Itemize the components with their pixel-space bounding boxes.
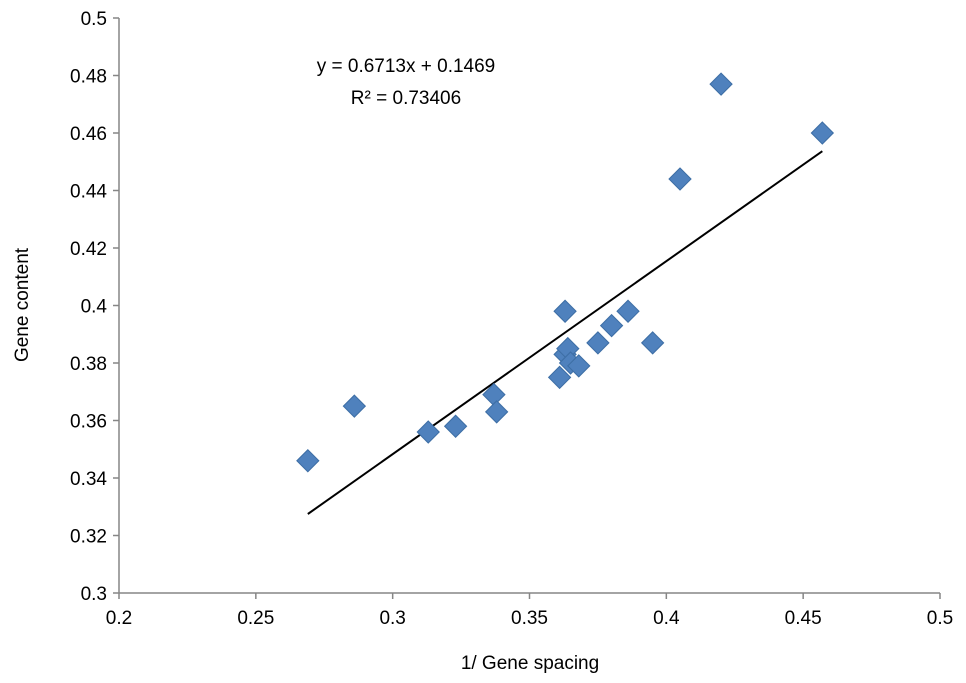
trendline-equation: y = 0.6713x + 0.1469	[317, 56, 496, 77]
y-tick-label: 0.42	[70, 239, 107, 260]
y-tick-label: 0.34	[70, 469, 107, 490]
data-point	[553, 299, 577, 323]
y-tick-label: 0.48	[70, 67, 107, 88]
x-tick-label: 0.45	[785, 608, 822, 629]
x-tick-label: 0.2	[106, 608, 132, 629]
data-point	[668, 167, 692, 191]
data-point	[709, 72, 733, 96]
trendline-group	[307, 150, 823, 515]
y-tick-label: 0.32	[70, 527, 107, 548]
data-point	[342, 394, 367, 418]
y-tick-label: 0.4	[81, 297, 108, 318]
x-tick-label: 0.3	[379, 608, 405, 629]
x-axis-title: 1/ Gene spacing	[461, 653, 599, 674]
x-tick-label: 0.5	[927, 608, 953, 629]
data-point	[547, 365, 572, 390]
data-point	[810, 121, 835, 145]
x-tick-label: 0.25	[237, 608, 274, 629]
axes	[118, 18, 940, 594]
data-point	[443, 414, 468, 438]
y-axis-ticks: 0.3 0.32 0.34 0.36 0.38 0.4 0.42 0.44 0.46 0.48 0.…	[70, 9, 119, 605]
data-point	[567, 354, 591, 378]
y-tick-label: 0.44	[70, 182, 107, 203]
trendline	[307, 150, 823, 515]
data-points	[296, 72, 835, 473]
y-tick-label: 0.5	[81, 9, 107, 30]
x-tick-label: 0.35	[511, 608, 548, 629]
data-point	[640, 331, 665, 355]
data-point	[482, 382, 506, 407]
x-tick-label: 0.4	[653, 608, 680, 629]
data-point	[616, 299, 640, 323]
y-axis-title: Gene content	[12, 247, 33, 362]
x-axis-ticks: 0.2 0.25 0.3 0.35 0.4 0.45 0.5	[106, 593, 953, 629]
r-squared-label: R² = 0.73406	[351, 88, 461, 109]
y-tick-label: 0.38	[70, 354, 107, 375]
y-tick-label: 0.3	[81, 584, 107, 605]
y-tick-label: 0.36	[70, 412, 107, 433]
y-tick-label: 0.46	[70, 124, 107, 145]
data-point	[484, 400, 509, 424]
data-point	[586, 331, 610, 355]
data-point	[296, 449, 320, 473]
data-point	[599, 313, 624, 338]
data-point	[416, 420, 440, 444]
